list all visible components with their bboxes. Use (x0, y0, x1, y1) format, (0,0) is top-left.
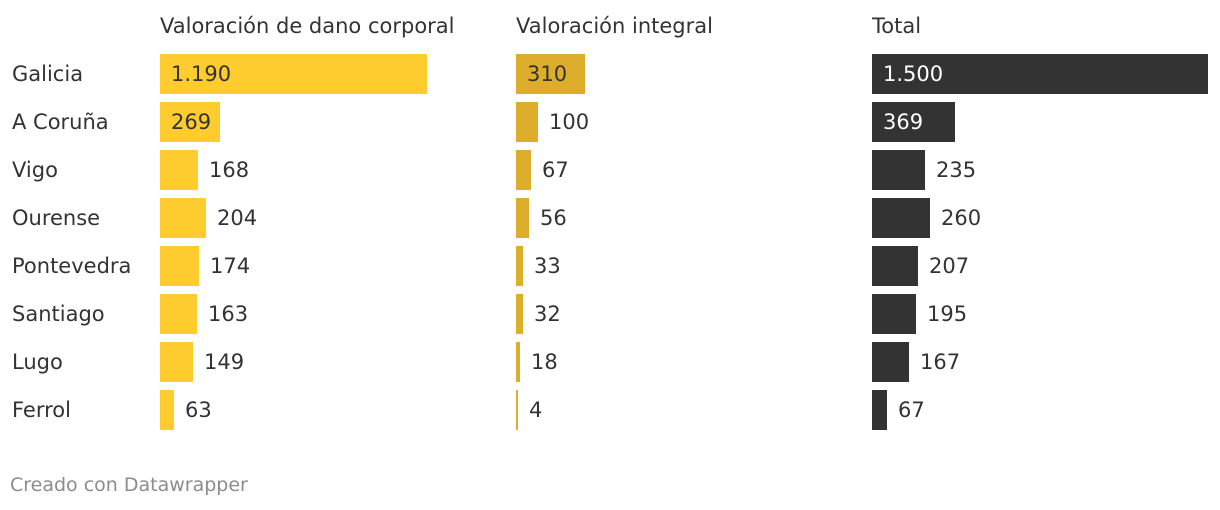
bar (516, 342, 520, 382)
bar (516, 102, 538, 142)
column-header-1: Valoración de dano corporal (160, 14, 455, 38)
bar (872, 198, 930, 238)
data-label: 149 (204, 350, 245, 374)
data-label: 174 (210, 254, 251, 278)
data-label: 167 (920, 350, 961, 374)
data-label: 207 (929, 254, 970, 278)
bar (160, 102, 220, 142)
category-label: Ourense (12, 206, 101, 230)
data-label: 67 (898, 398, 925, 422)
column-header-2: Valoración integral (516, 14, 713, 38)
data-label: 32 (534, 302, 561, 326)
data-label: 195 (927, 302, 968, 326)
category-label: Vigo (12, 158, 58, 182)
category-label: Lugo (12, 350, 63, 374)
bar (516, 198, 529, 238)
bar (872, 54, 1208, 94)
data-label: 369 (883, 110, 924, 134)
data-label: 33 (534, 254, 561, 278)
bar (160, 246, 199, 286)
data-label: 235 (936, 158, 977, 182)
data-label: 4 (529, 398, 543, 422)
bar (160, 198, 206, 238)
data-label: 310 (527, 62, 568, 86)
bar (516, 246, 523, 286)
bar (516, 294, 523, 334)
credit-text: Creado con Datawrapper (10, 474, 248, 496)
data-label: 168 (209, 158, 250, 182)
column-header-3: Total (872, 14, 922, 38)
data-label: 63 (185, 398, 212, 422)
data-label: 18 (531, 350, 558, 374)
data-label: 100 (549, 110, 590, 134)
bar (160, 390, 174, 430)
category-label: Ferrol (12, 398, 71, 422)
data-label: 260 (941, 206, 982, 230)
bar (872, 102, 955, 142)
category-label: Pontevedra (12, 254, 132, 278)
bar (872, 342, 909, 382)
bar (160, 54, 427, 94)
category-label: A Coruña (12, 110, 109, 134)
data-label: 67 (542, 158, 569, 182)
data-label: 1.190 (171, 62, 232, 86)
data-label: 204 (217, 206, 258, 230)
bar (872, 390, 887, 430)
bar (516, 150, 531, 190)
data-label: 1.500 (883, 62, 944, 86)
bar (516, 54, 585, 94)
bar (516, 390, 518, 430)
data-label: 56 (540, 206, 567, 230)
bar (160, 294, 197, 334)
category-label: Galicia (12, 62, 84, 86)
data-label: 163 (208, 302, 249, 326)
bar (872, 294, 916, 334)
bar (872, 150, 925, 190)
bar-chart: Valoración de dano corporal Valoración in… (12, 14, 1208, 430)
bar (872, 246, 918, 286)
bar (160, 150, 198, 190)
data-label: 269 (171, 110, 212, 134)
category-label: Santiago (12, 302, 105, 326)
bar (160, 342, 193, 382)
